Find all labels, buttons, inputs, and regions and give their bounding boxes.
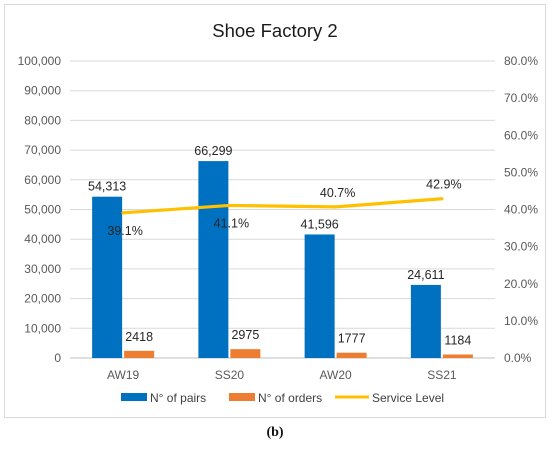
bar-orders	[442, 354, 473, 358]
bars	[92, 161, 473, 358]
x-axis-labels: AW19 SS20 AW20 SS21	[107, 368, 457, 382]
bar-pairs	[92, 196, 123, 358]
left-tick-label: 30,000	[24, 262, 61, 276]
data-label-pairs: 24,611	[407, 268, 444, 282]
left-tick-label: 20,000	[24, 292, 61, 306]
right-tick-label: 20.0%	[504, 277, 538, 291]
right-tick-label: 70.0%	[504, 91, 538, 105]
data-label-orders: 1777	[338, 332, 366, 346]
bar-orders	[336, 352, 367, 358]
service-level-line	[123, 197, 442, 215]
left-tick-label: 40,000	[24, 232, 61, 246]
left-axis-ticks: 0 10,000 20,000 30,000 40,000 50,000 60,000 70,…	[18, 54, 62, 365]
service-level-line-group	[121, 197, 444, 215]
bar-pairs	[198, 161, 229, 358]
data-label-pairs: 41,596	[301, 217, 339, 231]
bar-pairs	[304, 234, 335, 358]
data-label-service: 42.9%	[426, 178, 461, 192]
legend-label: Service Level	[372, 391, 444, 405]
left-tick-label: 80,000	[24, 113, 61, 127]
x-tick-label: SS21	[427, 368, 457, 382]
x-tick-label: AW20	[320, 368, 353, 382]
service-level-point	[227, 203, 231, 208]
right-tick-label: 60.0%	[504, 128, 538, 142]
left-tick-label: 100,000	[18, 54, 62, 68]
chart-title: Shoe Factory 2	[212, 20, 337, 41]
legend: N° of pairs N° of orders Service Level	[121, 391, 444, 405]
data-labels: 54,313 2418 66,299 2975 41,596 1777 24,611 1184…	[88, 144, 471, 347]
data-label-orders: 1184	[444, 333, 471, 347]
service-level-point	[334, 205, 338, 209]
right-tick-label: 0.0%	[504, 351, 532, 365]
chart-frame: Shoe Factory 2 0 10,000 20,000 30,000 40,000…	[4, 4, 546, 418]
right-tick-label: 30.0%	[504, 240, 538, 254]
data-label-service: 41.1%	[214, 216, 249, 230]
data-label-pairs: 54,313	[88, 180, 126, 194]
left-tick-label: 60,000	[24, 173, 61, 187]
bar-pairs	[410, 284, 441, 358]
bar-orders	[230, 349, 261, 358]
bar-orders	[124, 350, 155, 358]
data-label-orders: 2418	[125, 330, 153, 344]
x-tick-label: SS20	[215, 368, 245, 382]
legend-label: N° of orders	[258, 391, 322, 405]
data-label-service: 40.7%	[320, 186, 355, 200]
left-tick-label: 70,000	[24, 143, 61, 157]
left-tick-label: 50,000	[24, 203, 61, 217]
right-tick-label: 80.0%	[504, 54, 538, 68]
data-label-orders: 2975	[231, 328, 259, 342]
right-tick-label: 40.0%	[504, 203, 538, 217]
right-axis-ticks: 0.0% 10.0% 20.0% 30.0% 40.0% 50.0% 60.0% 70.0% 8…	[504, 54, 538, 365]
right-tick-label: 10.0%	[504, 314, 538, 328]
legend-label: N° of pairs	[150, 391, 206, 405]
left-tick-label: 0	[54, 351, 61, 365]
left-tick-label: 10,000	[24, 321, 61, 335]
legend-swatch	[229, 393, 255, 401]
figure-caption: (b)	[266, 425, 284, 440]
legend-swatch	[121, 393, 147, 401]
service-level-point	[440, 197, 444, 201]
data-label-service: 39.1%	[107, 224, 142, 238]
x-tick-label: AW19	[107, 368, 140, 382]
left-tick-label: 90,000	[24, 84, 61, 98]
service-level-point	[121, 211, 125, 215]
right-tick-label: 50.0%	[504, 165, 538, 179]
data-label-pairs: 66,299	[194, 144, 232, 158]
chart-svg: Shoe Factory 2 0 10,000 20,000 30,000 40,000…	[18, 20, 539, 405]
